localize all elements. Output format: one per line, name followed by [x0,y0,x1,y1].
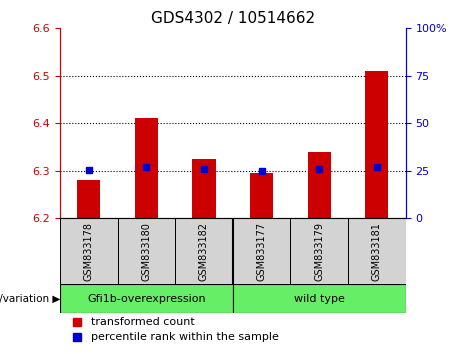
Text: GSM833181: GSM833181 [372,222,382,281]
Text: GSM833177: GSM833177 [257,222,266,281]
FancyBboxPatch shape [290,218,348,284]
FancyBboxPatch shape [118,218,175,284]
Text: genotype/variation ▶: genotype/variation ▶ [0,293,60,304]
Bar [77,180,100,218]
Bar [135,118,158,218]
Text: percentile rank within the sample: percentile rank within the sample [91,332,279,342]
Text: transformed count: transformed count [91,317,195,327]
FancyBboxPatch shape [175,218,233,284]
FancyBboxPatch shape [60,218,118,284]
Text: GSM833180: GSM833180 [142,222,151,281]
FancyBboxPatch shape [348,218,406,284]
Title: GDS4302 / 10514662: GDS4302 / 10514662 [151,11,315,26]
Bar [193,159,216,218]
FancyBboxPatch shape [233,284,406,313]
Bar [250,173,273,218]
Bar [308,152,331,218]
Text: wild type: wild type [294,293,345,304]
Text: GSM833182: GSM833182 [199,222,209,281]
Text: Gfi1b-overexpression: Gfi1b-overexpression [87,293,206,304]
Bar [365,71,388,218]
Text: GSM833179: GSM833179 [314,222,324,281]
FancyBboxPatch shape [233,218,290,284]
Text: GSM833178: GSM833178 [84,222,94,281]
FancyBboxPatch shape [60,284,233,313]
